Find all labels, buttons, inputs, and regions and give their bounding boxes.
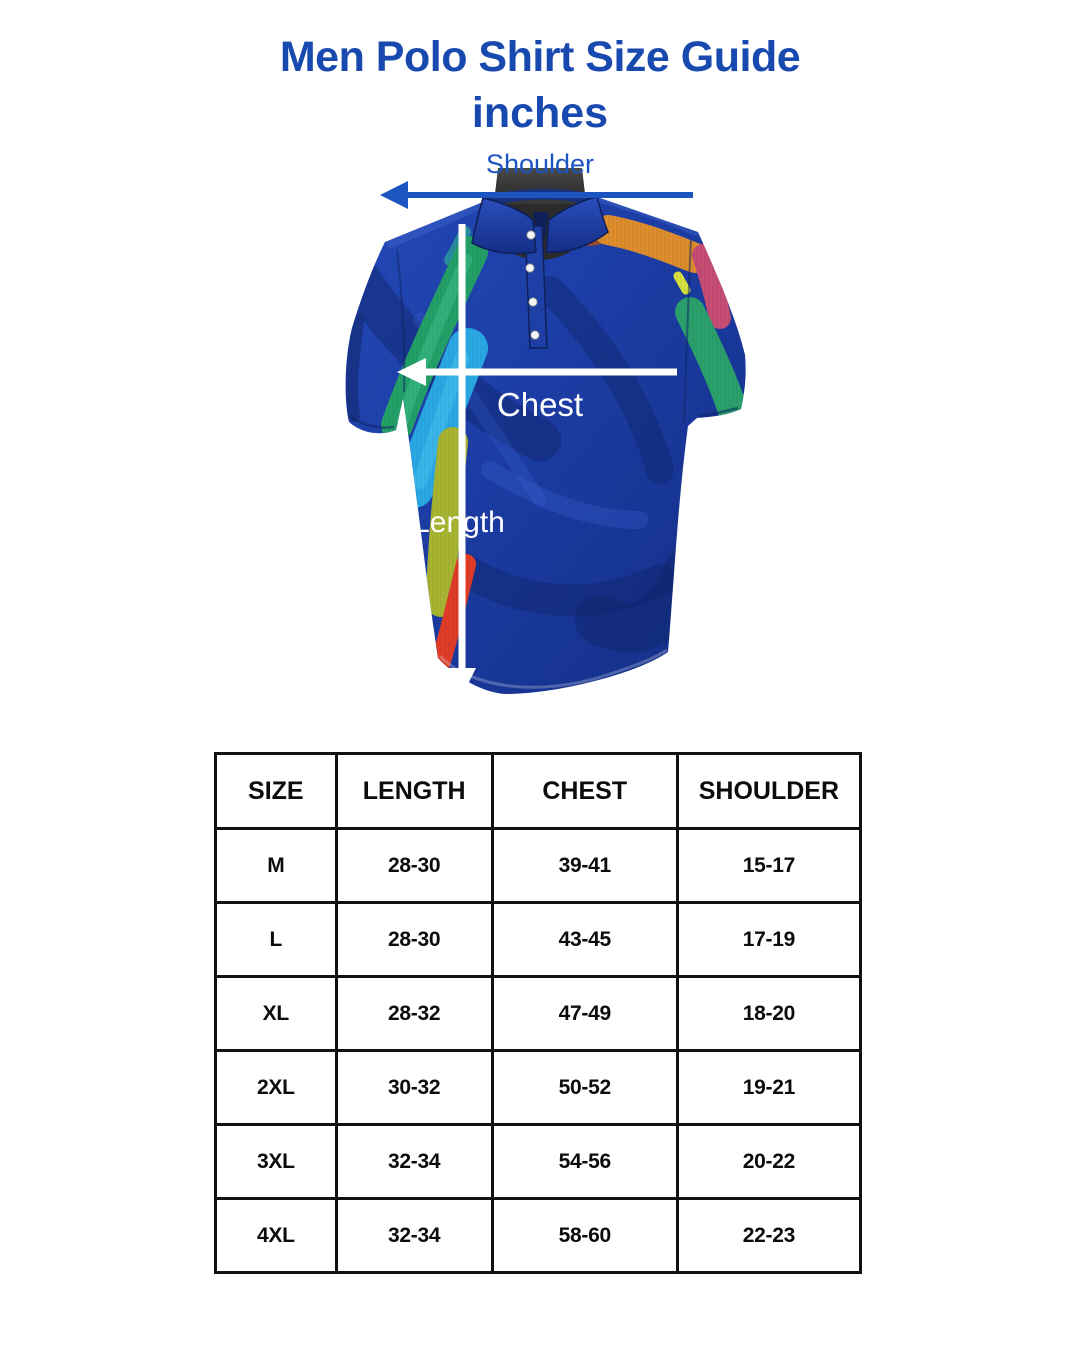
units-subtitle: inches bbox=[471, 89, 609, 137]
size-cell: 3XL bbox=[214, 1123, 338, 1200]
chest-cell: 47-49 bbox=[490, 975, 679, 1052]
shoulder-arrow bbox=[380, 181, 693, 209]
length-cell: 28-32 bbox=[334, 975, 494, 1052]
collar bbox=[471, 188, 609, 349]
length-cell: 28-30 bbox=[334, 901, 494, 978]
shoulder-cell: 18-20 bbox=[675, 975, 863, 1052]
size-row-4xl: 4XL 32-34 58-60 22-23 bbox=[214, 1197, 863, 1274]
size-cell: 2XL bbox=[214, 1049, 338, 1126]
polo-shirt-figure: Shoulder Chest Length bbox=[300, 140, 780, 720]
length-cell: 32-34 bbox=[334, 1197, 494, 1274]
size-cell: 4XL bbox=[214, 1197, 338, 1274]
shoulder-label: Shoulder bbox=[486, 149, 594, 179]
buttons bbox=[525, 230, 540, 340]
shoulder-cell: 20-22 bbox=[675, 1123, 863, 1200]
length-cell: 28-30 bbox=[334, 827, 494, 904]
size-cell: L bbox=[214, 901, 338, 978]
size-row-m: M 28-30 39-41 15-17 bbox=[214, 827, 863, 904]
shoulder-cell: 19-21 bbox=[675, 1049, 863, 1126]
length-arrow bbox=[448, 224, 476, 696]
length-cell: 32-34 bbox=[334, 1123, 494, 1200]
column-header-chest: CHEST bbox=[490, 752, 679, 830]
column-header-size: SIZE bbox=[214, 752, 338, 830]
size-row-3xl: 3XL 32-34 54-56 20-22 bbox=[214, 1123, 863, 1200]
chest-cell: 58-60 bbox=[490, 1197, 679, 1274]
chest-cell: 50-52 bbox=[490, 1049, 679, 1126]
chest-cell: 43-45 bbox=[490, 901, 679, 978]
collar-right-flap bbox=[545, 196, 609, 253]
chest-cell: 54-56 bbox=[490, 1123, 679, 1200]
measurement-annotations: Shoulder Chest Length bbox=[380, 149, 693, 696]
shirt-seams bbox=[351, 239, 739, 429]
chest-cell: 39-41 bbox=[490, 827, 679, 904]
size-table-header-row: SIZE LENGTH CHEST SHOULDER bbox=[214, 752, 863, 830]
shoulder-cell: 17-19 bbox=[675, 901, 863, 978]
chest-arrow bbox=[397, 358, 677, 386]
shoulder-cell: 15-17 bbox=[675, 827, 863, 904]
shoulder-cell: 22-23 bbox=[675, 1197, 863, 1274]
size-row-2xl: 2XL 30-32 50-52 19-21 bbox=[214, 1049, 863, 1126]
size-cell: M bbox=[214, 827, 338, 904]
placket bbox=[524, 225, 548, 349]
column-header-shoulder: SHOULDER bbox=[675, 752, 863, 830]
chest-label: Chest bbox=[497, 386, 583, 423]
collar-left-flap bbox=[471, 197, 537, 255]
length-label: Length bbox=[413, 506, 505, 539]
page-title: Men Polo Shirt Size Guide bbox=[279, 33, 801, 81]
polo-shirt-illustration: Shoulder Chest Length bbox=[345, 149, 746, 696]
column-header-length: LENGTH bbox=[334, 752, 494, 830]
length-cell: 30-32 bbox=[334, 1049, 494, 1126]
size-table: SIZE LENGTH CHEST SHOULDER M 28-30 39-41… bbox=[214, 752, 863, 1274]
size-cell: XL bbox=[214, 975, 338, 1052]
size-row-xl: XL 28-32 47-49 18-20 bbox=[214, 975, 863, 1052]
size-row-l: L 28-30 43-45 17-19 bbox=[214, 901, 863, 978]
